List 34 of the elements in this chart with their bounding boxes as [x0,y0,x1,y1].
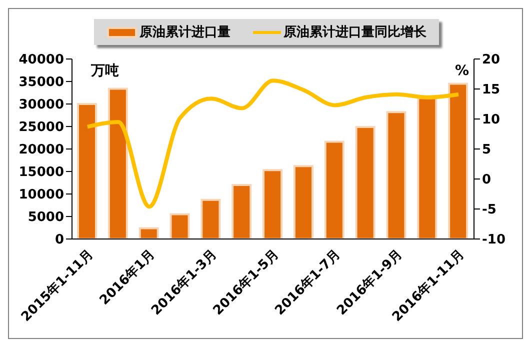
y2-axis-title: % [455,63,470,79]
y2-tick-label: 15 [482,82,500,98]
bar [293,165,314,239]
bar [138,227,159,239]
y2-tick-label: 20 [482,52,500,68]
legend-label: 原油累计进口量 [140,24,230,41]
y-tick-label: 10000 [18,188,64,203]
y-tick-label: 35000 [18,75,64,90]
bar [170,213,190,239]
y2-tick-label: -10 [482,232,506,248]
y2-tick-label: -5 [482,202,496,218]
bar [232,184,252,239]
y-axis-title: 万吨 [90,63,119,79]
y-tick-label: 20000 [18,142,64,158]
y-tick-label: 30000 [18,98,64,113]
bar [262,169,283,239]
bar [386,111,406,239]
line-series [85,78,461,209]
y2-tick-label: 0 [482,172,492,188]
y-tick-label: 15000 [18,165,64,180]
y2-tick-label: 10 [482,112,500,128]
bar [200,198,221,239]
bar [77,103,97,239]
y-tick-label: 0 [54,232,64,248]
legend-label: 原油累计进口量同比增长 [284,24,426,41]
y2-tick-label: 5 [482,142,492,158]
y-tick-label: 40000 [18,52,64,68]
y-tick-label: 25000 [18,120,64,136]
bar [108,88,128,239]
bar [417,97,438,239]
bar [448,82,468,239]
bar [355,126,376,239]
bar [324,140,344,239]
y-tick-label: 5000 [28,210,64,226]
